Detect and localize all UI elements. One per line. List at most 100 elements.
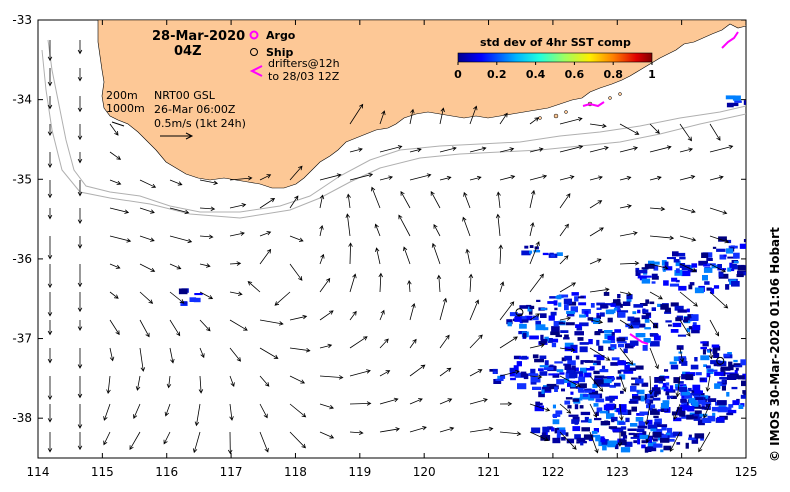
sst-cell	[663, 388, 673, 392]
sst-cell	[668, 324, 672, 327]
sst-cell	[178, 288, 188, 295]
sst-cell	[654, 418, 662, 425]
sst-cell	[616, 376, 622, 380]
current-arrow	[77, 404, 83, 429]
sst-cell	[672, 431, 683, 437]
sst-cell	[550, 331, 560, 336]
sst-cell	[673, 356, 682, 362]
current-arrow	[468, 273, 474, 293]
sst-cell	[627, 363, 636, 366]
sst-cell	[679, 411, 686, 417]
sst-cell	[588, 390, 599, 397]
sst-cell	[611, 347, 615, 350]
sst-cell	[574, 371, 583, 374]
sst-cell	[687, 314, 693, 318]
sst-cell	[544, 360, 549, 366]
colorbar-tick-label: 0.4	[526, 68, 546, 81]
sst-cell	[558, 302, 562, 307]
sst-cell	[569, 372, 578, 379]
sst-cell	[658, 376, 666, 382]
sst-cell	[601, 376, 610, 379]
sst-cell	[584, 390, 592, 393]
sst-cell	[608, 426, 618, 429]
current-arrow	[106, 375, 111, 395]
current-arrow	[589, 403, 598, 418]
current-arrow	[319, 194, 325, 209]
current-arrow	[47, 292, 53, 317]
x-tick-label: 118	[284, 465, 307, 479]
current-arrow	[379, 370, 391, 377]
current-arrow	[199, 291, 214, 300]
sst-cell	[564, 304, 569, 311]
current-arrow	[169, 291, 185, 304]
current-arrow	[499, 112, 508, 125]
current-arrow	[649, 263, 669, 270]
sst-cell	[510, 377, 516, 381]
sst-cell	[706, 287, 712, 291]
sst-cell	[556, 427, 566, 432]
sst-cell	[678, 285, 687, 291]
current-arrow	[431, 242, 441, 265]
sst-cell	[660, 304, 669, 310]
sst-cell	[530, 368, 536, 375]
sst-cell	[540, 307, 547, 311]
y-tick-label: -33	[12, 13, 32, 27]
current-arrow	[430, 190, 441, 209]
current-arrow	[109, 207, 130, 214]
sst-cell	[543, 327, 549, 331]
current-arrow	[675, 375, 681, 398]
current-arrow	[349, 310, 357, 321]
current-arrow	[499, 336, 518, 349]
current-arrow	[289, 263, 303, 281]
current-arrow	[47, 348, 53, 364]
sst-cell	[578, 389, 585, 393]
sst-cell	[725, 248, 734, 254]
sst-cell	[702, 417, 712, 423]
y-tick-label: -34	[12, 93, 32, 107]
sst-cell	[695, 397, 704, 400]
contour-200m	[47, 39, 746, 213]
sst-cell	[616, 408, 627, 413]
sst-cell	[685, 374, 694, 381]
sst-cell	[734, 370, 738, 374]
sst-cell	[529, 305, 535, 309]
sst-cell	[698, 260, 708, 266]
sst-cell	[580, 420, 589, 423]
sst-cell	[638, 269, 648, 274]
sst-cell	[541, 432, 546, 436]
current-arrow	[379, 110, 386, 125]
sst-cell	[553, 321, 559, 327]
argo-symbol-icon	[249, 30, 259, 40]
sst-cell	[690, 364, 699, 370]
sst-cell	[648, 407, 653, 411]
sst-cell	[669, 385, 674, 391]
sst-cell	[622, 435, 628, 439]
current-arrow	[679, 174, 696, 181]
current-arrow	[139, 263, 156, 272]
current-arrow	[77, 264, 83, 288]
x-tick-label: 114	[27, 465, 50, 479]
sst-cell	[670, 395, 677, 399]
current-arrow	[345, 213, 351, 237]
sst-cell	[661, 435, 668, 440]
y-axis-ticks: -33 -34 -35 -36 -37 -38	[12, 13, 746, 425]
sst-cell	[685, 442, 689, 449]
sst-cell	[548, 338, 553, 343]
sst-cell	[727, 239, 732, 244]
sst-cell	[575, 355, 580, 360]
current-arrow	[439, 426, 455, 433]
sst-cell	[610, 362, 619, 366]
sst-cell	[620, 431, 627, 437]
current-arrow	[229, 261, 242, 266]
sst-cell	[635, 270, 641, 276]
sst-cell	[617, 360, 626, 366]
sst-cell	[710, 288, 715, 294]
current-arrow	[619, 403, 624, 421]
sst-cell	[720, 366, 731, 371]
current-arrow	[47, 264, 53, 289]
sst-cell	[599, 312, 605, 317]
sst-cell	[679, 263, 686, 268]
x-tick-label: 119	[348, 465, 371, 479]
sst-cell	[647, 446, 657, 452]
